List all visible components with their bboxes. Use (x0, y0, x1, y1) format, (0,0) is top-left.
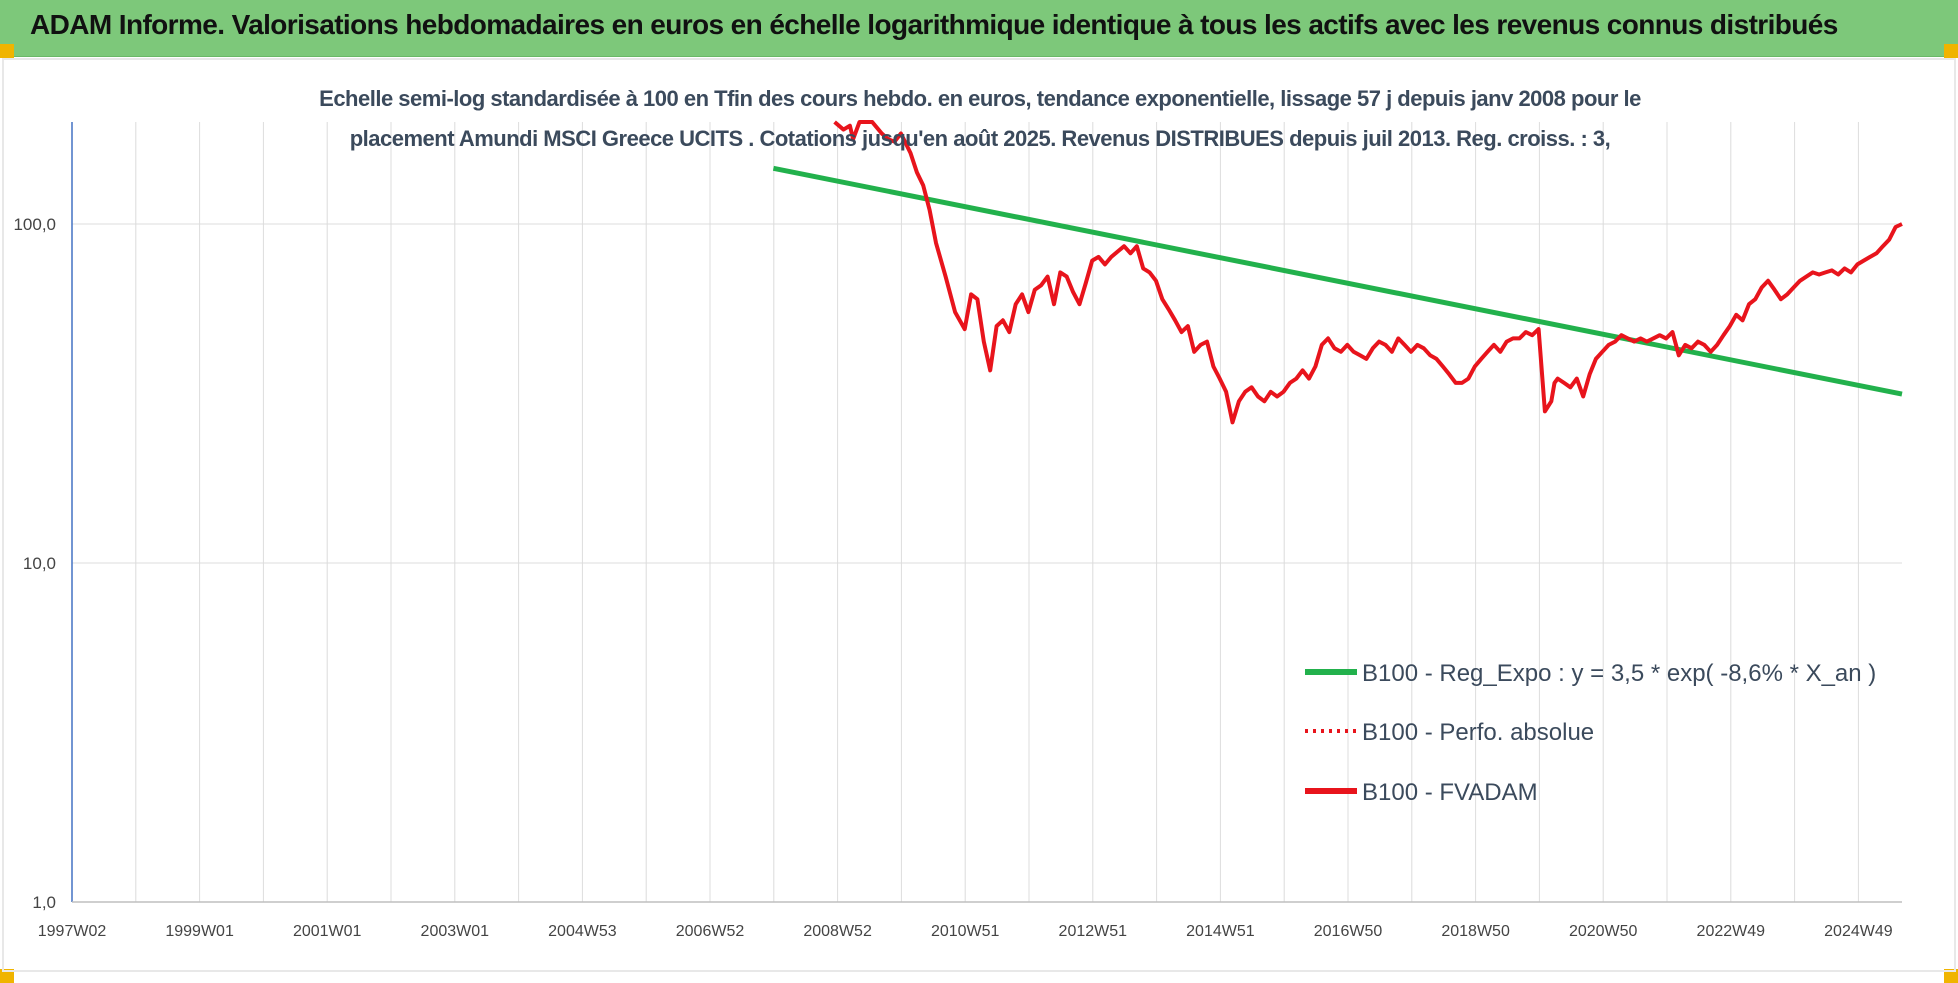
legend-item-reg-expo-label: B100 - Reg_Expo : y = 3,5 * exp( -8,6% *… (1362, 660, 1876, 687)
x-tick-label: 2003W01 (421, 923, 490, 940)
x-tick-label: 2006W52 (676, 923, 745, 940)
x-tick-label: 2012W51 (1059, 923, 1128, 940)
gridlines (71, 122, 1902, 903)
title-banner: ADAM Informe. Valorisations hebdomadaire… (0, 0, 1958, 57)
x-tick-label: 1999W01 (165, 923, 234, 940)
y-tick-label: 100,0 (13, 215, 56, 234)
x-tick-label: 2004W53 (548, 923, 617, 940)
x-tick-label: 2022W49 (1697, 923, 1766, 940)
x-tick-label: 2001W01 (293, 923, 362, 940)
corner-marker (0, 969, 14, 983)
corner-marker (1944, 44, 1958, 58)
x-tick-label: 2018W50 (1441, 923, 1510, 940)
chart-frame (2, 58, 1956, 972)
regression-line (772, 165, 1903, 397)
x-tick-label: 2008W52 (803, 923, 872, 940)
axes: 1,0 10,0 100,0 1997W02 1999W01 2001W01 2003W01… (13, 122, 1902, 940)
chart-subtitle-line-1: Echelle semi-log standardisée à 100 en T… (319, 86, 1641, 111)
corner-marker (1944, 969, 1958, 983)
chart-subtitle-line-2: placement Amundi MSCI Greece UCITS . Cot… (349, 126, 1611, 151)
x-tick-label: 2010W51 (931, 923, 1000, 940)
y-tick-label: 10,0 (23, 554, 56, 573)
x-tick-label: 2020W50 (1569, 923, 1638, 940)
x-tick-label: 2016W50 (1314, 923, 1383, 940)
legend-item-perfo-absolue-label: B100 - Perfo. absolue (1362, 719, 1594, 746)
x-tick-label: 1997W02 (38, 923, 107, 940)
fvadam-line (833, 120, 1903, 425)
page-title: ADAM Informe. Valorisations hebdomadaire… (30, 9, 1838, 40)
series (772, 120, 1903, 425)
x-tick-label: 2024W49 (1824, 923, 1893, 940)
legend-item-fvadam-label: B100 - FVADAM (1362, 779, 1538, 806)
legend: B100 - Reg_Expo : y = 3,5 * exp( -8,6% *… (1305, 660, 1876, 806)
corner-marker (0, 44, 14, 58)
y-tick-label: 1,0 (32, 893, 56, 912)
x-tick-label: 2014W51 (1186, 923, 1255, 940)
